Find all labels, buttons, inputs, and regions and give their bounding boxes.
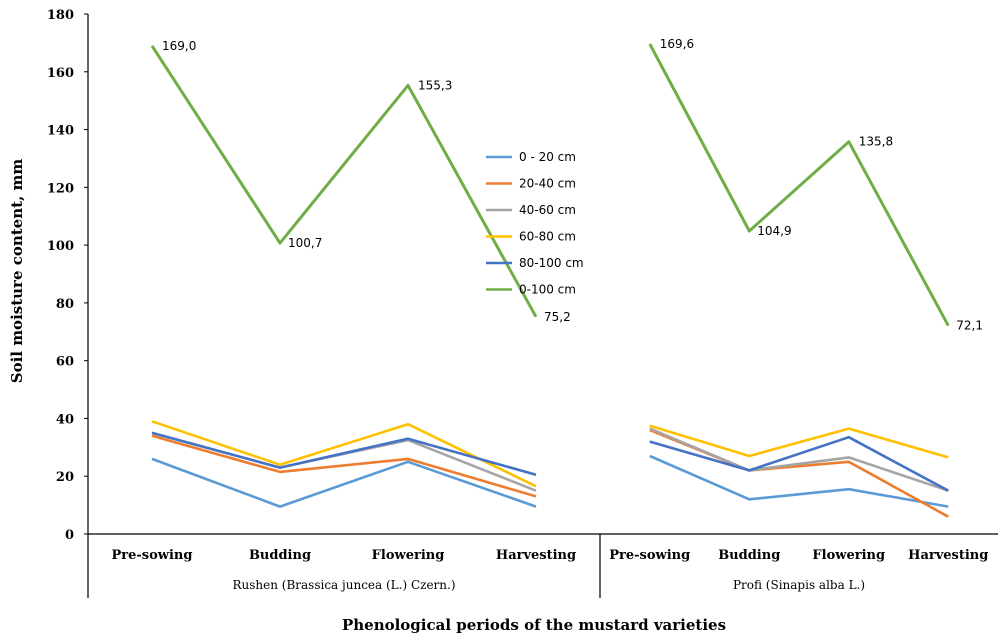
data-label: 135,8 (859, 135, 893, 149)
y-axis-title: Soil moisture content, mm (8, 159, 26, 384)
y-tick-label: 100 (47, 239, 74, 254)
x-axis-title: Phenological periods of the mustard vari… (342, 616, 726, 634)
y-tick-label: 120 (47, 181, 74, 196)
y-tick-label: 40 (56, 412, 74, 427)
series-line (151, 434, 537, 498)
legend-entry: 60-80 cm (519, 230, 576, 244)
y-tick-label: 60 (56, 355, 74, 370)
x-tick-label: Pre-sowing (609, 548, 690, 563)
x-tick-label: Pre-sowing (112, 548, 193, 563)
y-tick-label: 80 (56, 297, 74, 312)
data-label: 169,0 (162, 39, 196, 53)
data-label: 169,6 (660, 37, 694, 51)
data-label: 104,9 (757, 224, 791, 238)
series-line (649, 427, 949, 492)
y-tick-label: 20 (56, 470, 74, 485)
series-line (151, 457, 537, 508)
x-tick-label: Harvesting (496, 548, 576, 563)
series-line (649, 454, 949, 508)
y-tick-label: 140 (47, 124, 74, 139)
group-label: Rushen (Brassica juncea (L.) Czern.) (232, 578, 455, 592)
x-tick-label: Budding (249, 548, 311, 563)
series-line (649, 435, 949, 492)
data-label: 100,7 (288, 236, 322, 250)
legend-entry: 20-40 cm (519, 177, 576, 191)
series-line (648, 43, 950, 327)
data-labels: 169,0 100,7 155,3 75,2 169,6 104,9 135,8 72,1 (162, 37, 983, 333)
x-tick-label: Harvesting (908, 548, 988, 563)
data-label: 155,3 (418, 78, 452, 92)
series-line (151, 431, 537, 477)
series-lines (150, 43, 950, 518)
group-label: Profi (Sinapis alba L.) (733, 578, 865, 592)
legend-entry: 80-100 cm (519, 256, 584, 270)
y-tick-label: 180 (47, 8, 74, 23)
axes: 0 20 40 60 80 100 120 140 160 180 Pre-sowing Buddin… (47, 8, 998, 598)
x-tick-label: Budding (718, 548, 780, 563)
legend-entry: 40-60 cm (519, 203, 576, 217)
y-tick-label: 160 (47, 66, 74, 81)
series-line (151, 420, 537, 488)
legend: 0 - 20 cm 20-40 cm 40-60 cm 60-80 cm 80-100 … (486, 150, 584, 297)
y-tick-label: 0 (65, 528, 74, 543)
legend-entry: 0-100 cm (519, 283, 576, 297)
data-label: 75,2 (544, 310, 571, 324)
series-line (649, 424, 949, 459)
x-tick-label: Flowering (812, 548, 885, 563)
data-label: 72,1 (956, 319, 983, 333)
x-tick-label: Flowering (372, 548, 445, 563)
legend-entry: 0 - 20 cm (519, 150, 576, 164)
series-line (150, 44, 538, 318)
